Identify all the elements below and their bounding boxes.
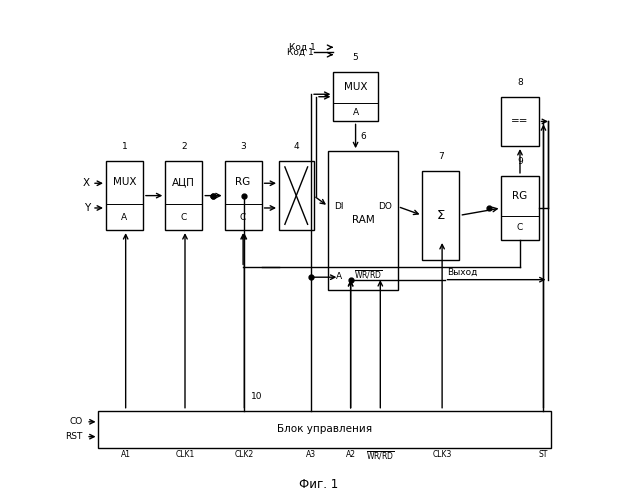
Bar [225, 161, 262, 230]
Text: DO: DO [378, 202, 392, 211]
Text: 8: 8 [517, 78, 523, 87]
Bar [422, 171, 459, 260]
Text: CLK1: CLK1 [175, 450, 195, 459]
Text: RG: RG [236, 178, 251, 188]
Text: 6: 6 [360, 132, 366, 141]
Text: A3: A3 [306, 450, 316, 459]
Text: 3: 3 [240, 142, 246, 151]
Text: A: A [352, 108, 359, 116]
Text: 4: 4 [294, 142, 299, 151]
Text: Σ: Σ [437, 209, 445, 222]
Text: Блок управления: Блок управления [277, 424, 372, 434]
Bar [106, 161, 143, 230]
Bar [279, 161, 313, 230]
Text: RAM: RAM [352, 216, 375, 226]
Text: A2: A2 [346, 450, 355, 459]
Text: X: X [83, 178, 90, 188]
Text: C: C [181, 212, 187, 222]
Text: ==: == [512, 116, 529, 126]
Bar [501, 96, 538, 146]
Text: DI: DI [334, 202, 344, 211]
Text: ST: ST [539, 450, 548, 459]
Text: A: A [336, 272, 342, 280]
Text: $\overline{\rm WR/RD}$: $\overline{\rm WR/RD}$ [354, 268, 383, 280]
Text: Код 1: Код 1 [287, 48, 313, 56]
Text: АЦП: АЦП [173, 178, 195, 188]
Bar [501, 176, 538, 240]
Text: Код 1: Код 1 [289, 43, 316, 52]
Text: 7: 7 [438, 152, 444, 161]
Bar [99, 410, 551, 448]
Text: Фиг. 1: Фиг. 1 [299, 478, 338, 492]
Text: C: C [240, 212, 247, 222]
Text: CLK3: CLK3 [433, 450, 452, 459]
Text: CO: CO [69, 418, 83, 426]
Bar [329, 151, 397, 290]
Text: A1: A1 [120, 450, 131, 459]
Text: 2: 2 [181, 142, 187, 151]
Text: C: C [517, 224, 523, 232]
Text: CLK2: CLK2 [234, 450, 254, 459]
Text: 9: 9 [517, 157, 523, 166]
Text: Выход: Выход [447, 268, 477, 277]
Bar [333, 72, 378, 122]
Text: A: A [122, 212, 127, 222]
Text: $\overline{\rm WR/RD}$: $\overline{\rm WR/RD}$ [366, 450, 394, 462]
Text: MUX: MUX [113, 178, 136, 188]
Text: 1: 1 [122, 142, 127, 151]
Bar [165, 161, 203, 230]
Text: Y: Y [84, 203, 90, 213]
Text: RG: RG [512, 191, 527, 201]
Text: RST: RST [65, 432, 83, 441]
Text: 10: 10 [251, 392, 262, 401]
Text: MUX: MUX [344, 82, 368, 92]
Text: 5: 5 [353, 53, 359, 62]
